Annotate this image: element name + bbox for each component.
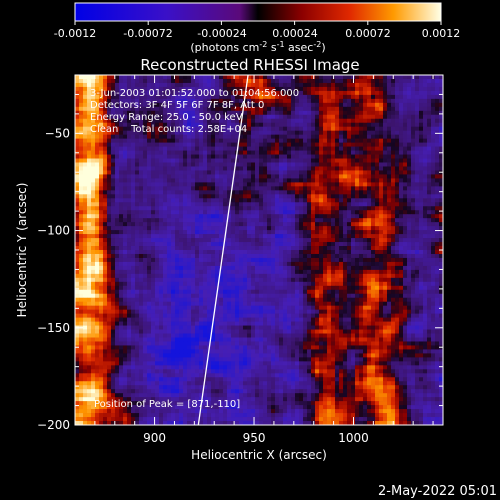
chart-title: Reconstructed RHESSI Image	[140, 56, 359, 74]
x-tick-label: 900	[143, 431, 166, 445]
colorbar	[74, 2, 442, 22]
axis-ticks	[75, 75, 443, 426]
colorbar-tick-label: -0.00024	[197, 27, 246, 40]
footer-timestamp: 2-May-2022 05:01	[378, 484, 497, 499]
colorbar-tick-label: 0.00024	[272, 27, 318, 40]
y-tick-label: −150	[37, 321, 70, 335]
colorbar-tick-label: 0.0012	[422, 27, 461, 40]
colorbar-tick-label: -0.0012	[54, 27, 96, 40]
colorbar-tick-label: 0.00072	[345, 27, 391, 40]
colorbar-tick-label: -0.00072	[123, 27, 172, 40]
colorbar-units: (photons cm-2 s-1 asec-2)	[190, 40, 325, 54]
y-axis-label: Heliocentric Y (arcsec)	[15, 183, 29, 318]
x-tick-label: 1000	[338, 431, 369, 445]
heatmap-image	[75, 75, 443, 425]
y-tick-label: −200	[37, 418, 70, 432]
y-tick-label: −100	[37, 224, 70, 238]
y-tick-label: −50	[45, 126, 70, 140]
colorbar-ticks	[74, 21, 442, 25]
x-axis-label: Heliocentric X (arcsec)	[191, 448, 327, 462]
info-line-energy: Energy Range: 25.0 - 50.0 keV	[90, 112, 243, 123]
info-line-time: 3-Jun-2003 01:01:52.000 to 01:04:56.000	[90, 88, 299, 99]
info-line-counts: Clean Total counts: 2.58E+04	[90, 124, 247, 135]
peak-position-label: Position of Peak = [871,-110]	[94, 399, 240, 410]
x-tick-label: 950	[243, 431, 266, 445]
info-line-detectors: Detectors: 3F 4F 5F 6F 7F 8F, Att 0	[90, 100, 264, 111]
solar-limb-line	[197, 75, 249, 425]
